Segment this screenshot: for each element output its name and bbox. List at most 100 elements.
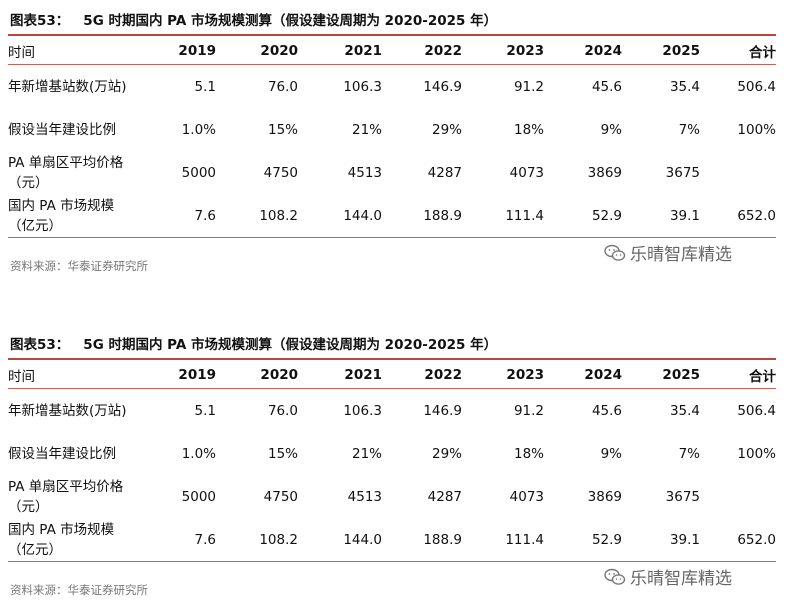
table-cell: 52.9 bbox=[591, 531, 622, 548]
table-cell: 4513 bbox=[347, 164, 382, 181]
table-cell: 100% bbox=[737, 121, 776, 138]
table-block-1: 图表53： 5G 时期国内 PA 市场规模测算（假设建设周期为 2020-2025… bbox=[8, 8, 776, 280]
pa-market-table: 时间 2019 2020 2021 2022 2023 2024 2025 合计… bbox=[8, 362, 776, 562]
header-cell: 2023 bbox=[506, 43, 544, 59]
table-cell bbox=[700, 475, 776, 518]
table-cell: 91.2 bbox=[513, 402, 544, 419]
pa-market-table: 时间 2019 2020 2021 2022 2023 2024 2025 合计… bbox=[8, 38, 776, 238]
table-cell: 18% bbox=[513, 445, 544, 462]
header-cell: 2020 bbox=[260, 43, 298, 59]
row-label: PA 单扇区平均价格（元） bbox=[8, 154, 124, 191]
table-cell: 21% bbox=[351, 121, 382, 138]
table-cell: 9% bbox=[600, 121, 622, 138]
table-cell: 35.4 bbox=[669, 78, 700, 95]
table-cell: 5.1 bbox=[194, 78, 216, 95]
table-cell: 15% bbox=[267, 121, 298, 138]
row-label: 年新增基站数(万站) bbox=[8, 78, 127, 95]
figure-title-bar: 图表53： 5G 时期国内 PA 市场规模测算（假设建设周期为 2020-2025… bbox=[8, 332, 776, 360]
header-cell: 2023 bbox=[506, 367, 544, 383]
table-cell: 4750 bbox=[263, 164, 298, 181]
figure-title: 5G 时期国内 PA 市场规模测算（假设建设周期为 2020-2025 年） bbox=[83, 337, 498, 353]
header-cell: 2024 bbox=[584, 367, 622, 383]
table-cell: 7% bbox=[678, 121, 700, 138]
table-cell: 5000 bbox=[181, 488, 216, 505]
figure-label: 图表53： bbox=[10, 13, 70, 29]
table-cell: 108.2 bbox=[259, 207, 298, 224]
table-cell: 146.9 bbox=[423, 78, 462, 95]
table-cell: 39.1 bbox=[669, 207, 700, 224]
header-cell: 合计 bbox=[749, 369, 776, 385]
header-cell: 时间 bbox=[8, 369, 35, 385]
table-row: 年新增基站数(万站) 5.1 76.0 106.3 146.9 91.2 45.… bbox=[8, 389, 776, 433]
table-cell: 29% bbox=[431, 445, 462, 462]
header-cell: 2025 bbox=[662, 367, 700, 383]
table-cell: 3675 bbox=[665, 164, 700, 181]
table-row: 假设当年建设比例 1.0% 15% 21% 29% 18% 9% 7% 100% bbox=[8, 432, 776, 475]
row-label: 假设当年建设比例 bbox=[8, 121, 116, 138]
table-cell: 188.9 bbox=[423, 207, 462, 224]
table-cell: 7.6 bbox=[194, 531, 216, 548]
table-cell: 3869 bbox=[587, 164, 622, 181]
table-cell: 4073 bbox=[509, 488, 544, 505]
table-cell: 4287 bbox=[427, 164, 462, 181]
table-cell: 5000 bbox=[181, 164, 216, 181]
table-cell: 21% bbox=[351, 445, 382, 462]
figure-title-bar: 图表53： 5G 时期国内 PA 市场规模测算（假设建设周期为 2020-2025… bbox=[8, 8, 776, 36]
table-header-row: 时间 2019 2020 2021 2022 2023 2024 2025 合计 bbox=[8, 38, 776, 65]
table-cell: 5.1 bbox=[194, 402, 216, 419]
table-cell: 15% bbox=[267, 445, 298, 462]
header-cell: 时间 bbox=[8, 45, 35, 61]
row-label: 国内 PA 市场规模（亿元） bbox=[8, 197, 115, 234]
table-cell: 7% bbox=[678, 445, 700, 462]
table-cell: 7.6 bbox=[194, 207, 216, 224]
table-cell: 3675 bbox=[665, 488, 700, 505]
header-cell: 2022 bbox=[424, 367, 462, 383]
table-cell: 106.3 bbox=[343, 78, 382, 95]
table-cell: 506.4 bbox=[737, 78, 776, 95]
table-cell: 106.3 bbox=[343, 402, 382, 419]
row-label: PA 单扇区平均价格（元） bbox=[8, 478, 124, 515]
table-cell: 4073 bbox=[509, 164, 544, 181]
table-cell: 144.0 bbox=[343, 531, 382, 548]
header-cell: 2021 bbox=[344, 367, 382, 383]
table-cell: 4287 bbox=[427, 488, 462, 505]
table-row: 国内 PA 市场规模（亿元） 7.6 108.2 144.0 188.9 111… bbox=[8, 194, 776, 238]
table-cell: 9% bbox=[600, 445, 622, 462]
table-row: 年新增基站数(万站) 5.1 76.0 106.3 146.9 91.2 45.… bbox=[8, 65, 776, 109]
table-block-2: 图表53： 5G 时期国内 PA 市场规模测算（假设建设周期为 2020-2025… bbox=[8, 332, 776, 604]
table-cell: 45.6 bbox=[591, 402, 622, 419]
table-cell: 52.9 bbox=[591, 207, 622, 224]
table-cell: 76.0 bbox=[267, 78, 298, 95]
header-cell: 合计 bbox=[749, 45, 776, 61]
table-cell: 652.0 bbox=[737, 531, 776, 548]
table-cell: 45.6 bbox=[591, 78, 622, 95]
table-row: PA 单扇区平均价格（元） 5000 4750 4513 4287 4073 3… bbox=[8, 475, 776, 518]
table-cell: 652.0 bbox=[737, 207, 776, 224]
figure-label: 图表53： bbox=[10, 337, 70, 353]
header-cell: 2025 bbox=[662, 43, 700, 59]
table-cell: 108.2 bbox=[259, 531, 298, 548]
table-cell: 76.0 bbox=[267, 402, 298, 419]
source-note: 资料来源：华泰证券研究所 bbox=[10, 259, 148, 273]
header-cell: 2020 bbox=[260, 367, 298, 383]
row-label: 国内 PA 市场规模（亿元） bbox=[8, 521, 115, 558]
watermark-text: 乐晴智库精选 bbox=[630, 569, 732, 589]
watermark: 乐晴智库精选 bbox=[604, 240, 732, 265]
table-cell: 100% bbox=[737, 445, 776, 462]
table-header-row: 时间 2019 2020 2021 2022 2023 2024 2025 合计 bbox=[8, 362, 776, 389]
watermark-text: 乐晴智库精选 bbox=[630, 245, 732, 265]
table-cell: 29% bbox=[431, 121, 462, 138]
wechat-icon bbox=[604, 244, 626, 262]
source-note: 资料来源：华泰证券研究所 bbox=[10, 583, 148, 597]
table-cell: 4513 bbox=[347, 488, 382, 505]
header-cell: 2019 bbox=[178, 367, 216, 383]
watermark: 乐晴智库精选 bbox=[604, 564, 732, 589]
table-cell: 111.4 bbox=[505, 207, 544, 224]
header-cell: 2022 bbox=[424, 43, 462, 59]
table-cell: 1.0% bbox=[181, 445, 216, 462]
table-cell: 18% bbox=[513, 121, 544, 138]
table-cell: 35.4 bbox=[669, 402, 700, 419]
row-label: 假设当年建设比例 bbox=[8, 445, 116, 462]
table-cell: 4750 bbox=[263, 488, 298, 505]
wechat-icon bbox=[604, 568, 626, 586]
